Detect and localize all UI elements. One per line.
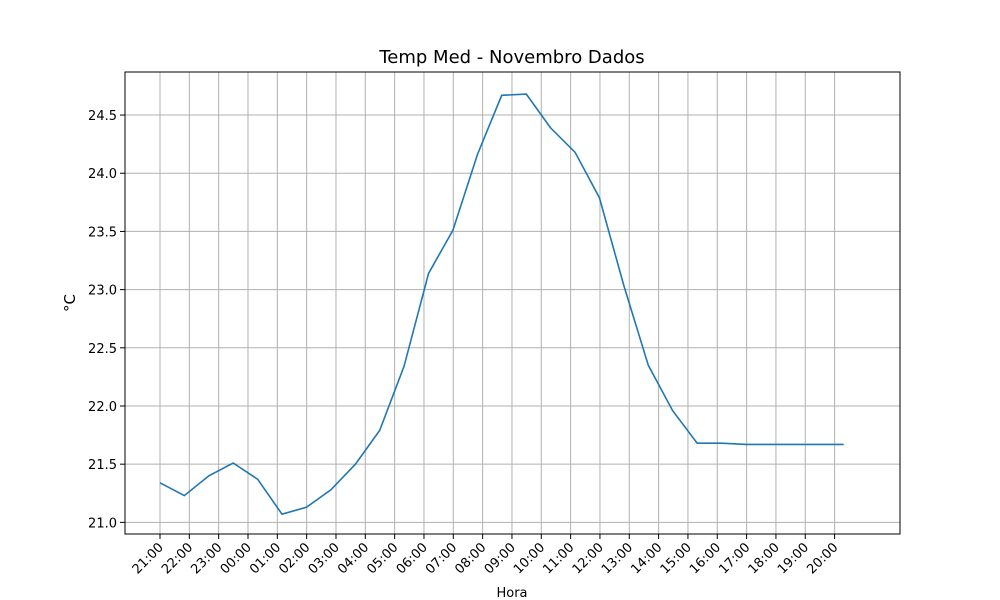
plot-frame: [124, 71, 901, 535]
y-tick-label: 22.5: [88, 342, 117, 357]
x-tick-label: 11:00: [540, 540, 577, 577]
x-axis: 21:0022:0023:0000:0001:0002:0003:0004:00…: [130, 534, 841, 577]
y-tick-label: 21.0: [88, 516, 117, 531]
x-tick-label: 23:00: [188, 540, 225, 577]
x-tick-label: 05:00: [364, 540, 401, 577]
x-tick-label: 10:00: [511, 540, 548, 577]
y-axis-label: °C: [61, 294, 79, 312]
y-tick-label: 23.5: [88, 225, 117, 240]
x-tick-label: 09:00: [482, 540, 519, 577]
x-tick-label: 21:00: [130, 540, 167, 577]
y-tick-label: 24.0: [88, 167, 117, 182]
series-line-0: [159, 93, 844, 516]
y-axis: 21.0 21.5 22.0 22.5 23.0 23.5 24.0 24.5: [88, 109, 125, 531]
chart-title: Temp Med - Novembro Dados: [378, 47, 644, 68]
x-tick-label: 06:00: [394, 540, 431, 577]
x-tick-label: 16:00: [687, 540, 724, 577]
x-tick-label: 17:00: [716, 540, 753, 577]
series-group: [159, 93, 844, 516]
x-tick-label: 18:00: [746, 540, 783, 577]
x-tick-label: 13:00: [599, 540, 636, 577]
y-tick-label: 22.0: [88, 400, 117, 415]
y-tick-label: 24.5: [88, 109, 117, 124]
x-tick-label: 04:00: [335, 540, 372, 577]
x-tick-label: 01:00: [247, 540, 284, 577]
x-tick-label: 19:00: [775, 540, 812, 577]
x-tick-label: 15:00: [658, 540, 695, 577]
x-tick-label: 07:00: [423, 540, 460, 577]
x-tick-label: 12:00: [570, 540, 607, 577]
x-tick-label: 14:00: [628, 540, 665, 577]
grid: [125, 72, 900, 534]
y-tick-label: 23.0: [88, 284, 117, 299]
x-axis-label: Hora: [496, 586, 527, 600]
x-tick-label: 08:00: [452, 540, 489, 577]
x-tick-label: 02:00: [276, 540, 313, 577]
x-tick-label: 20:00: [804, 540, 841, 577]
x-tick-label: 00:00: [218, 540, 255, 577]
x-tick-label: 03:00: [306, 540, 343, 577]
y-tick-label: 21.5: [88, 458, 117, 473]
x-tick-label: 22:00: [159, 540, 196, 577]
